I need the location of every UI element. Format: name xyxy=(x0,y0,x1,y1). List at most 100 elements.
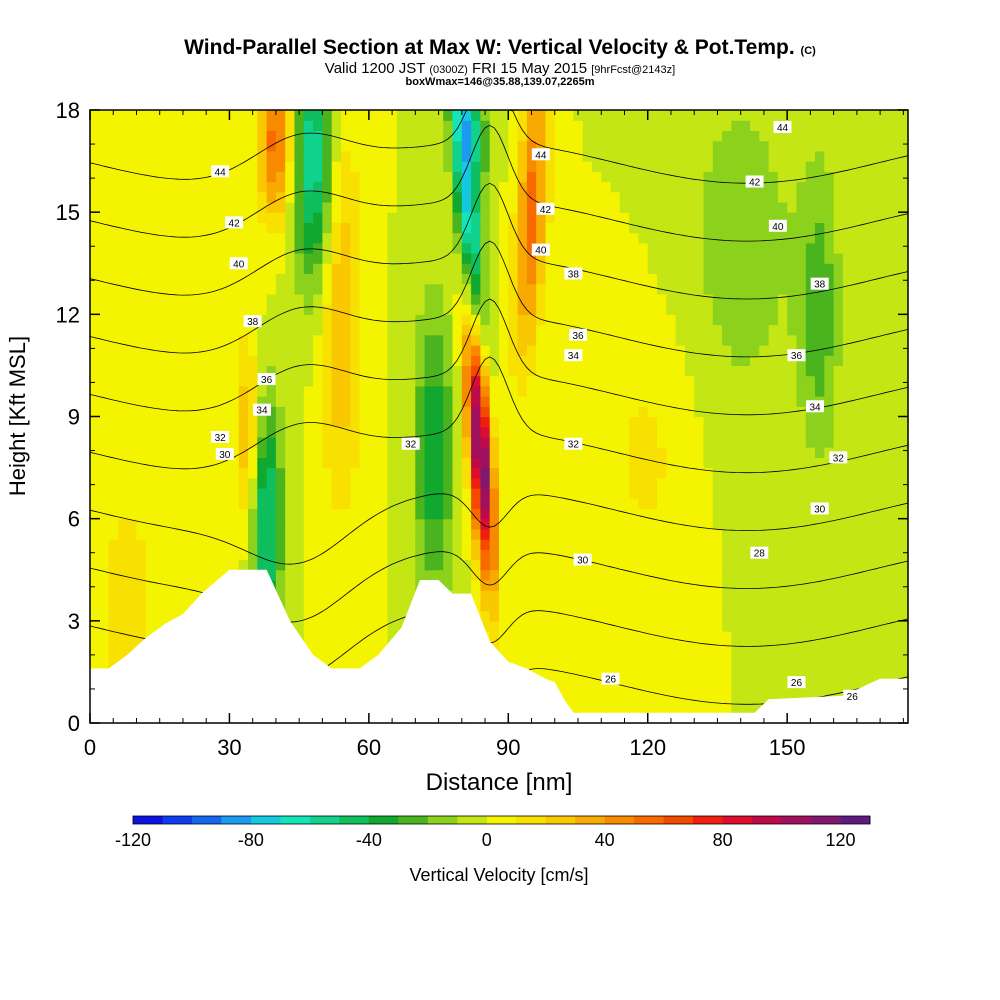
velocity-cell xyxy=(842,130,853,142)
velocity-cell xyxy=(852,222,863,234)
velocity-cell xyxy=(461,283,472,295)
velocity-cell xyxy=(164,549,175,561)
velocity-cell xyxy=(350,559,361,571)
velocity-cell xyxy=(703,191,714,203)
velocity-cell xyxy=(387,631,398,642)
velocity-cell xyxy=(387,498,398,509)
velocity-cell xyxy=(210,232,221,244)
velocity-cell xyxy=(313,375,323,387)
velocity-cell xyxy=(396,385,407,397)
velocity-cell xyxy=(731,631,742,642)
velocity-cell xyxy=(266,140,277,152)
velocity-cell xyxy=(536,528,547,540)
velocity-cell xyxy=(564,539,574,550)
velocity-cell xyxy=(480,222,491,234)
velocity-cell xyxy=(526,293,537,305)
velocity-cell xyxy=(499,508,509,520)
velocity-cell xyxy=(303,631,314,642)
velocity-cell xyxy=(508,467,519,479)
velocity-cell xyxy=(145,528,156,540)
velocity-cell xyxy=(759,263,770,274)
velocity-cell xyxy=(303,253,314,264)
velocity-cell xyxy=(173,590,184,601)
velocity-cell xyxy=(285,426,296,438)
velocity-cell xyxy=(257,488,268,499)
velocity-cell xyxy=(592,508,602,520)
velocity-cell xyxy=(461,498,472,509)
velocity-cell xyxy=(508,140,519,152)
velocity-cell xyxy=(443,171,454,183)
velocity-cell xyxy=(378,375,389,387)
velocity-cell xyxy=(592,549,602,561)
velocity-cell xyxy=(294,273,305,285)
velocity-cell xyxy=(210,375,221,387)
velocity-cell xyxy=(610,375,621,387)
velocity-cell xyxy=(192,488,203,499)
velocity-cell xyxy=(815,110,825,121)
velocity-cell xyxy=(554,140,565,152)
velocity-cell xyxy=(675,324,686,336)
velocity-cell xyxy=(275,232,286,244)
velocity-cell xyxy=(220,385,230,397)
velocity-cell xyxy=(619,375,630,387)
velocity-cell xyxy=(331,590,342,601)
velocity-cell xyxy=(629,201,639,213)
velocity-cell xyxy=(173,549,184,561)
velocity-cell xyxy=(666,201,677,213)
velocity-cell xyxy=(294,314,305,326)
velocity-cell xyxy=(787,467,798,479)
velocity-cell xyxy=(145,283,156,295)
velocity-cell xyxy=(192,345,203,356)
velocity-cell xyxy=(266,416,277,428)
velocity-cell xyxy=(619,508,630,520)
velocity-cell xyxy=(666,375,677,387)
velocity-cell xyxy=(192,242,203,254)
velocity-cell xyxy=(750,150,760,162)
velocity-cell xyxy=(155,181,165,193)
velocity-cell xyxy=(127,508,138,520)
velocity-cell xyxy=(517,140,528,152)
velocity-cell xyxy=(489,436,500,448)
velocity-cell xyxy=(731,181,742,193)
velocity-cell xyxy=(387,324,398,336)
velocity-cell xyxy=(183,161,193,172)
velocity-cell xyxy=(192,191,203,203)
velocity-cell xyxy=(666,171,677,183)
velocity-cell xyxy=(443,518,454,530)
velocity-cell xyxy=(350,365,361,377)
velocity-cell xyxy=(489,324,500,336)
velocity-cell xyxy=(750,345,760,356)
velocity-cell xyxy=(675,150,686,162)
velocity-cell xyxy=(601,569,612,581)
velocity-cell xyxy=(759,314,770,326)
velocity-cell xyxy=(768,181,779,193)
velocity-cell xyxy=(703,580,714,591)
velocity-cell xyxy=(536,539,547,550)
velocity-cell xyxy=(768,396,779,407)
velocity-cell xyxy=(238,416,249,428)
velocity-cell xyxy=(582,140,593,152)
velocity-cell xyxy=(183,201,193,213)
velocity-cell xyxy=(684,161,695,172)
velocity-cell xyxy=(824,590,835,601)
velocity-cell xyxy=(303,580,314,591)
velocity-cell xyxy=(424,324,435,336)
velocity-cell xyxy=(759,345,770,356)
velocity-cell xyxy=(285,518,296,530)
velocity-cell xyxy=(545,498,556,509)
velocity-cell xyxy=(145,396,156,407)
velocity-cell xyxy=(545,345,556,356)
velocity-cell xyxy=(657,345,667,356)
velocity-cell xyxy=(759,631,770,642)
velocity-cell xyxy=(647,467,658,479)
velocity-cell xyxy=(731,467,742,479)
velocity-cell xyxy=(722,600,732,612)
velocity-cell xyxy=(601,242,612,254)
velocity-cell xyxy=(117,130,128,142)
velocity-cell xyxy=(731,253,742,264)
velocity-cell xyxy=(136,355,147,366)
velocity-cell xyxy=(108,161,119,172)
velocity-cell xyxy=(183,498,193,509)
velocity-cell xyxy=(499,498,509,509)
velocity-cell xyxy=(499,385,509,397)
